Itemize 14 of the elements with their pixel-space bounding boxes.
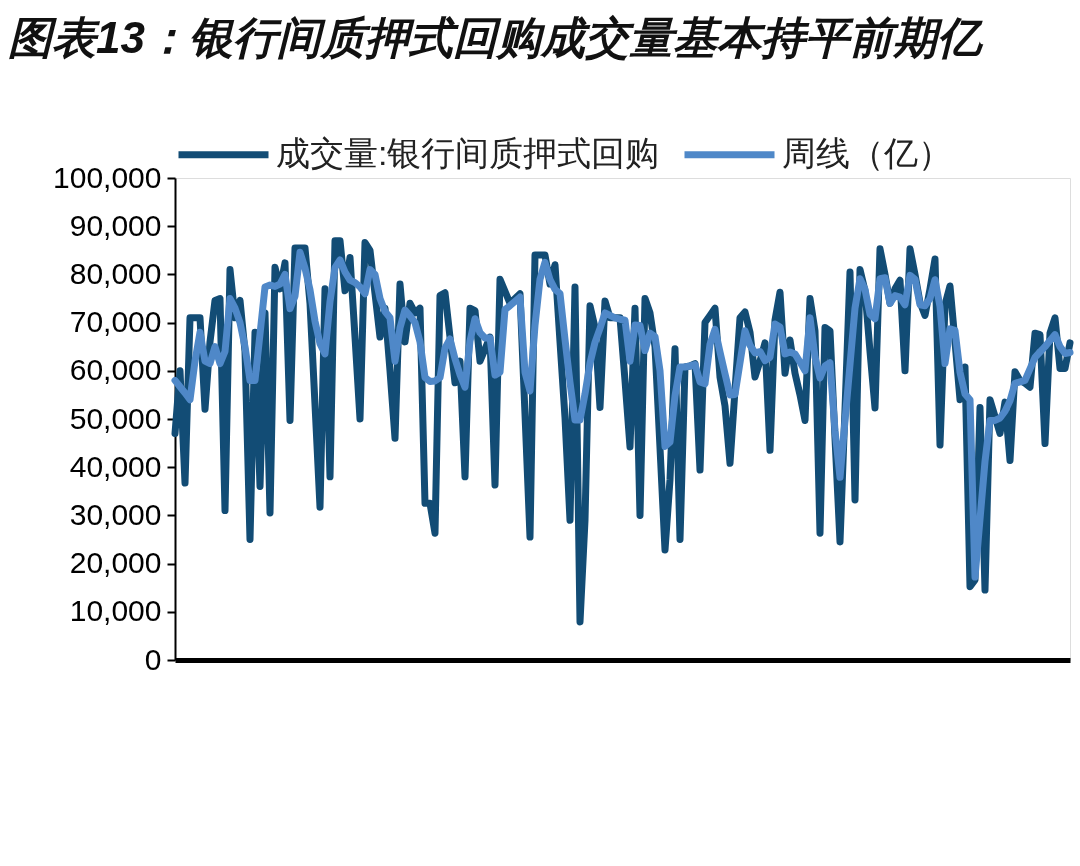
y-tick-label: 10,000 — [69, 594, 162, 628]
y-tick-label: 30,000 — [69, 497, 162, 531]
y-tick-label: 70,000 — [69, 305, 162, 339]
y-tick-label: 20,000 — [69, 546, 162, 580]
y-tick-label: 100,000 — [53, 160, 162, 194]
y-tick-label: 90,000 — [69, 208, 162, 242]
y-tick-label: 80,000 — [69, 256, 162, 290]
legend-label: 成交量:银行间质押式回购 — [276, 133, 660, 172]
y-tick-label: 60,000 — [69, 353, 162, 387]
y-tick-label: 0 — [144, 642, 162, 676]
legend-label: 周线（亿） — [782, 133, 952, 172]
y-tick-label: 40,000 — [69, 449, 162, 483]
chart-title: 图表13：银行间质押式回购成交量基本持平前期亿 — [8, 13, 984, 62]
y-tick-label: 50,000 — [69, 401, 162, 435]
